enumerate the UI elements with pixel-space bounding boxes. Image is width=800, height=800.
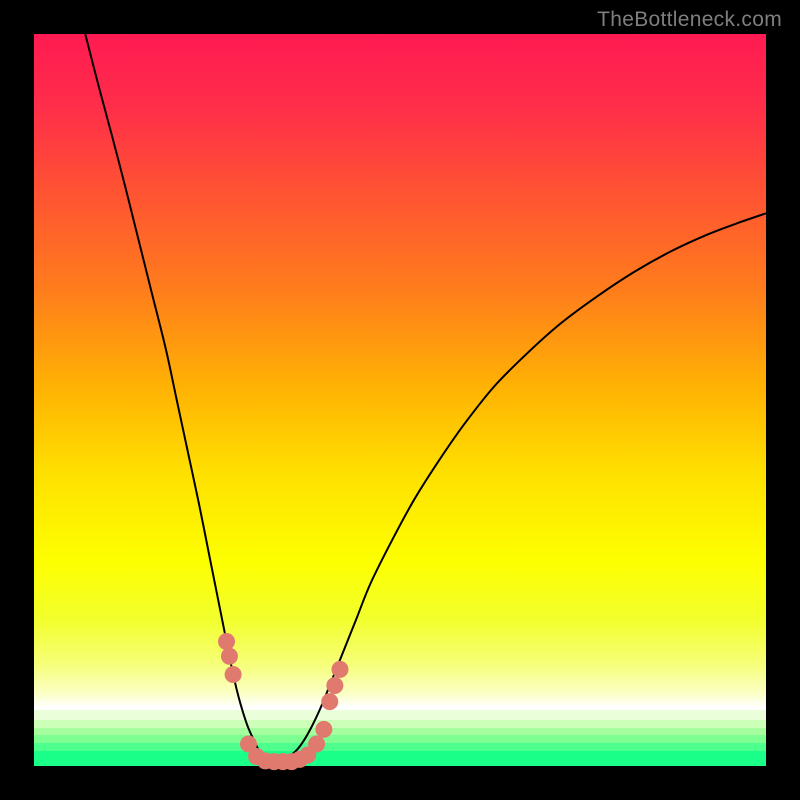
- curve-layer: [34, 34, 766, 766]
- bottleneck-curve: [85, 34, 766, 760]
- plot-area: [34, 34, 766, 766]
- data-marker: [225, 667, 241, 683]
- data-marker: [316, 721, 332, 737]
- data-marker: [309, 736, 325, 752]
- data-marker: [219, 634, 235, 650]
- chart-canvas: TheBottleneck.com: [0, 0, 800, 800]
- data-marker: [332, 661, 348, 677]
- data-marker: [221, 648, 237, 664]
- watermark-text: TheBottleneck.com: [597, 8, 782, 32]
- data-marker: [327, 677, 343, 693]
- data-marker: [322, 694, 338, 710]
